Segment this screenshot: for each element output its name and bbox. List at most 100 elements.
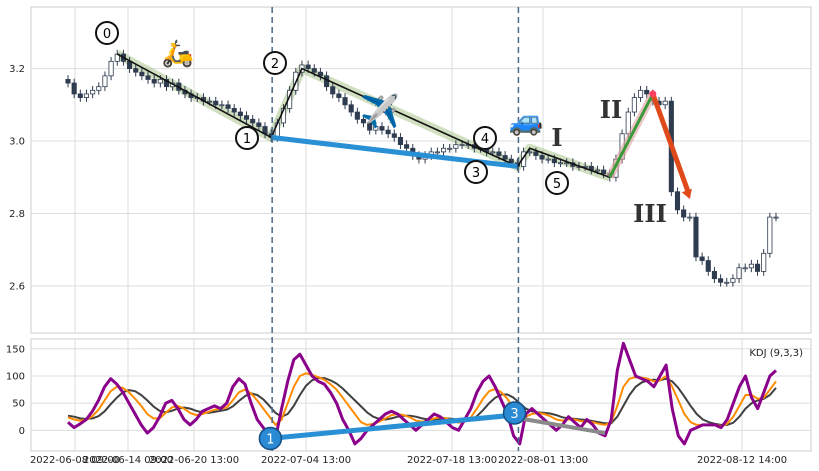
candle-body	[391, 133, 397, 138]
y-tick-label: 2.6	[9, 281, 25, 292]
kdj-legend: KDJ (9,3,3)	[749, 348, 803, 359]
candle-body	[447, 147, 453, 150]
candle-body	[225, 104, 231, 109]
indicator-marker-1	[258, 426, 283, 451]
x-tick-label: 2022-08-12 14:00	[697, 455, 787, 466]
candle-body	[317, 71, 323, 77]
candle-body	[687, 216, 693, 219]
candle-body	[631, 97, 637, 113]
candle-body	[662, 100, 668, 106]
pattern-point-label: 0	[103, 27, 111, 42]
y-tick-label: 100	[6, 371, 25, 382]
candle-body	[243, 115, 250, 120]
kdj-series	[67, 341, 778, 446]
indicator-marker-label: 3	[510, 407, 518, 422]
y-tick-label: 50	[12, 399, 25, 410]
candle-body	[311, 68, 317, 73]
x-tick-label: 2022-08-01 13:00	[498, 455, 588, 466]
x-tick-label: 2022-06-14 09:00	[83, 455, 173, 466]
wave-roman-label: III	[633, 199, 667, 228]
y-tick-label: 150	[6, 344, 25, 355]
candle-body	[133, 68, 139, 73]
x-tick-label: 2022-07-04 13:00	[261, 455, 351, 466]
candle-body	[145, 75, 151, 80]
candle-body	[139, 71, 145, 77]
candle-body	[373, 126, 379, 131]
arrow-head	[681, 188, 692, 199]
candle-body	[773, 216, 779, 219]
candle-body	[330, 86, 336, 95]
indicator-trend-line	[519, 416, 606, 436]
pattern-point-0	[95, 21, 119, 45]
candle-body	[601, 169, 607, 175]
candle-body	[213, 100, 219, 106]
candle-body	[459, 144, 465, 147]
candle-body	[699, 256, 705, 261]
pattern-point-5	[545, 171, 569, 195]
price-panel-bg	[30, 6, 812, 334]
candle-body	[527, 151, 533, 154]
candle-body	[453, 144, 459, 149]
candle-body	[404, 144, 410, 149]
candle-body	[77, 93, 83, 98]
wave-roman-label: I	[551, 123, 562, 152]
candle-body	[761, 252, 767, 272]
candle-body	[256, 122, 262, 127]
forecast-peak	[649, 90, 657, 98]
candle-body	[711, 271, 717, 280]
candle-body	[742, 267, 748, 270]
candle-body	[397, 136, 404, 146]
candle-body	[502, 155, 508, 160]
pattern-point-3	[464, 160, 488, 184]
y-tick-label: 0	[19, 426, 25, 437]
wave-roman-label: II	[600, 95, 622, 124]
pattern-markers: 0 1 2 3 4 5 1 3	[95, 21, 569, 451]
candle-body	[440, 147, 447, 153]
x-tick-label: 2022-07-18 13:00	[407, 455, 497, 466]
candle-body	[693, 216, 699, 258]
candle-body	[557, 162, 564, 165]
candle-body	[754, 263, 761, 272]
candle-body	[237, 111, 243, 117]
candle-body	[724, 281, 730, 284]
candle-body	[594, 169, 601, 172]
indicator-marker-3	[502, 401, 527, 425]
candle-body	[305, 64, 311, 69]
candle-body	[151, 79, 157, 84]
candle-body	[490, 151, 496, 154]
indicator-marker-label: 1	[266, 432, 274, 447]
candle-body	[71, 82, 77, 95]
candle-body	[231, 108, 237, 113]
candle-body	[102, 75, 108, 88]
y-tick-label: 3.2	[9, 64, 25, 75]
pattern-point-4	[473, 126, 497, 150]
forecast-up-arrow	[608, 93, 655, 178]
candle-body	[157, 79, 163, 84]
pattern-point-label: 1	[243, 132, 251, 147]
candle-body	[250, 118, 256, 124]
candle-body	[108, 60, 114, 77]
candle-body	[354, 111, 360, 120]
pattern-point-label: 3	[472, 166, 480, 181]
candle-body	[730, 278, 736, 283]
candle-body	[163, 79, 170, 88]
indicator-panel-bg	[30, 338, 812, 452]
candle-body	[644, 89, 650, 95]
x-tick-label: 2022-06-08 09:00	[30, 455, 120, 466]
y-tick-label: 3.0	[9, 137, 25, 148]
emoji-annotation: ✈️	[360, 92, 400, 130]
candle-body	[367, 122, 373, 131]
pattern-point-label: 4	[481, 132, 489, 147]
candle-body	[748, 263, 754, 269]
candle-body	[385, 129, 391, 135]
wave-line	[116, 53, 611, 178]
candle-body	[348, 104, 354, 113]
candle-body	[533, 151, 539, 156]
pattern-point-label: 5	[553, 177, 561, 192]
price-grid: 2.6 2.8 3.0 3.2	[9, 7, 811, 333]
candle-body	[336, 93, 342, 98]
y-tick-label: 2.8	[9, 209, 25, 220]
pattern-point-2	[263, 51, 287, 75]
